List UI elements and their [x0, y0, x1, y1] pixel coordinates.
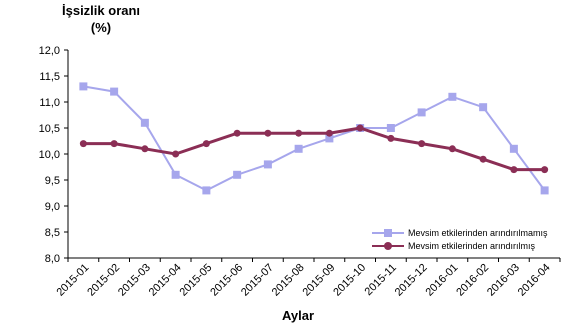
data-point	[387, 134, 395, 142]
x-tick-label: 2015-12	[393, 262, 430, 299]
y-axis-label-line2: (%)	[90, 20, 112, 35]
y-tick-label: 9,0	[45, 201, 60, 213]
data-point	[417, 108, 426, 117]
y-tick-label: 11,0	[39, 97, 60, 109]
x-tick-label: 2015-05	[177, 262, 214, 299]
series-line	[83, 126, 545, 172]
legend-swatch-square-icon	[372, 228, 404, 238]
series-line	[83, 85, 546, 192]
series-1	[79, 82, 549, 195]
y-axis-ticks: 12,0 11,5 11,0 10,5 10,0 9,5 9,0 8,5 8,0	[39, 45, 68, 265]
data-point	[171, 170, 180, 179]
data-point	[172, 150, 180, 158]
series-2	[79, 124, 549, 174]
y-axis-label: İşsizlik oranı (%)	[62, 2, 140, 36]
data-point	[418, 140, 426, 148]
data-point	[110, 140, 118, 148]
data-point	[79, 82, 88, 91]
y-tick-label: 10,0	[39, 149, 60, 161]
x-tick-label: 2015-07	[239, 262, 276, 299]
y-tick-label: 12,0	[39, 45, 60, 57]
legend-label: Mevsim etkilerinden arındırılmış	[408, 240, 536, 251]
data-point	[79, 140, 87, 148]
x-tick-label: 2016-03	[485, 262, 522, 299]
x-tick-label: 2016-01	[423, 262, 460, 299]
data-point	[202, 186, 211, 195]
x-tick-label: 2016-02	[454, 262, 491, 299]
x-tick-label: 2015-10	[331, 262, 368, 299]
y-axis-label-line1: İşsizlik oranı	[62, 3, 141, 18]
data-point	[510, 166, 518, 174]
chart-series	[79, 82, 549, 195]
data-point	[325, 129, 333, 137]
data-point	[233, 170, 242, 179]
legend-label: Mevsim etkilerinden arındırılmamış	[408, 227, 548, 238]
x-tick-label: 2015-02	[85, 262, 122, 299]
x-tick-label: 2015-01	[54, 262, 91, 299]
data-point	[540, 186, 549, 195]
data-point	[202, 140, 210, 148]
y-tick-label: 11,5	[39, 71, 60, 83]
legend-item-series-2: Mevsim etkilerinden arındırılmış	[372, 239, 548, 252]
y-tick-label: 8,5	[45, 227, 60, 239]
data-point	[263, 160, 272, 169]
data-point	[479, 103, 488, 112]
y-tick-label: 9,5	[45, 175, 60, 187]
legend-swatch-circle-icon	[372, 241, 404, 251]
data-point	[264, 129, 272, 137]
x-tick-label: 2015-06	[208, 262, 245, 299]
data-point	[233, 129, 241, 137]
data-point	[110, 87, 119, 96]
data-point	[448, 145, 456, 153]
x-tick-label: 2015-04	[147, 262, 184, 299]
data-point	[356, 124, 364, 132]
x-tick-label: 2015-03	[116, 262, 153, 299]
x-axis-label: Aylar	[282, 308, 315, 323]
data-point	[509, 144, 518, 153]
data-point	[386, 124, 395, 132]
y-tick-label: 10,5	[39, 123, 60, 135]
data-point	[140, 118, 149, 127]
data-point	[541, 166, 549, 174]
legend-item-series-1: Mevsim etkilerinden arındırılmamış	[372, 226, 548, 239]
legend: Mevsim etkilerinden arındırılmamış Mevsi…	[372, 226, 548, 252]
x-axis-ticks: 2015-012015-022015-032015-042015-052015-…	[54, 258, 561, 299]
data-point	[294, 144, 303, 153]
data-point	[448, 92, 457, 101]
data-point	[141, 145, 149, 153]
data-point	[479, 155, 487, 163]
x-tick-label: 2016-04	[516, 262, 553, 299]
data-point	[295, 129, 303, 137]
x-tick-label: 2015-09	[300, 262, 337, 299]
x-tick-label: 2015-08	[270, 262, 307, 299]
x-tick-label: 2015-11	[363, 262, 399, 298]
data-point	[325, 134, 334, 143]
y-tick-label: 8,0	[45, 253, 60, 265]
